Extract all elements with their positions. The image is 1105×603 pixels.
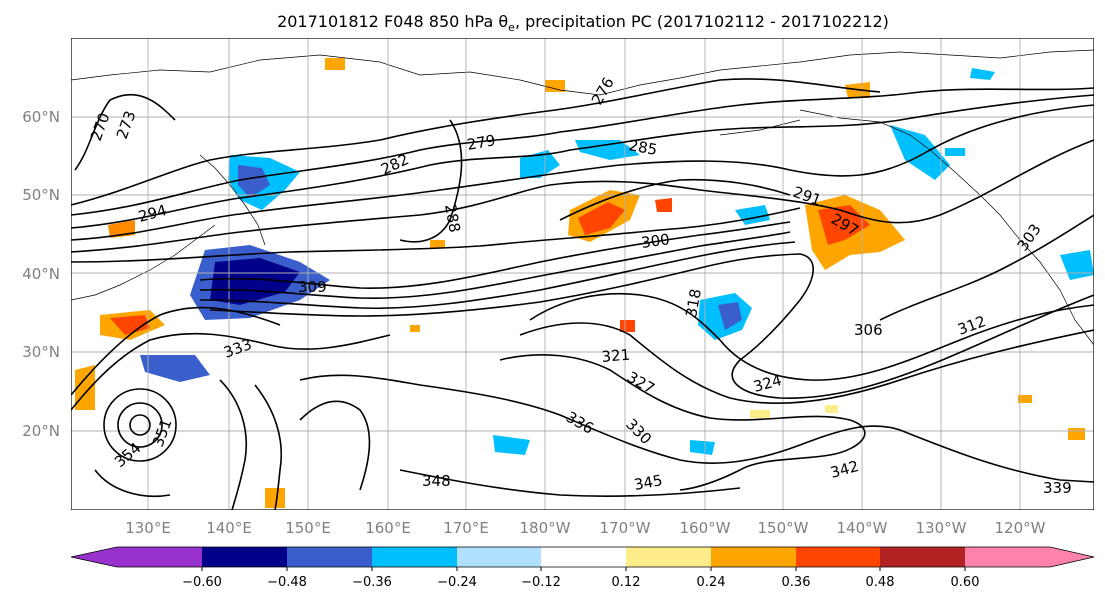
- colorbar-bin: [965, 547, 1050, 567]
- gridlines: [71, 38, 1094, 510]
- svg-text:130°W: 130°W: [916, 519, 967, 537]
- svg-text:348: 348: [422, 472, 451, 490]
- svg-text:285: 285: [627, 136, 658, 159]
- colorbar-bin: [711, 547, 796, 567]
- svg-text:30°N: 30°N: [22, 343, 60, 361]
- svg-text:345: 345: [633, 471, 664, 494]
- svg-text:20°N: 20°N: [22, 422, 60, 440]
- colorbar-bin: [796, 547, 880, 567]
- svg-text:318: 318: [682, 287, 705, 318]
- svg-text:170°W: 170°W: [600, 519, 651, 537]
- svg-text:150°E: 150°E: [285, 519, 331, 537]
- svg-text:120°W: 120°W: [995, 519, 1046, 537]
- colorbar-bin: [287, 547, 372, 567]
- svg-text:160°E: 160°E: [365, 519, 411, 537]
- svg-text:180°W: 180°W: [520, 519, 571, 537]
- svg-text:321: 321: [601, 346, 631, 366]
- colorbar-bin: [541, 547, 626, 567]
- longitude-labels: 130°E 140°E 150°E 160°E 170°E 180°W 170°…: [125, 519, 1045, 537]
- svg-text:288: 288: [441, 203, 464, 234]
- svg-text:−0.36: −0.36: [352, 575, 392, 590]
- colorbar-over-arrow: [1050, 547, 1094, 567]
- colorbar-bin: [880, 547, 965, 567]
- colorbar-bin: [626, 547, 711, 567]
- svg-text:309: 309: [298, 278, 327, 296]
- svg-text:150°W: 150°W: [758, 519, 809, 537]
- svg-text:339: 339: [1043, 479, 1072, 497]
- colorbar-ticks: −0.60 −0.48 −0.36 −0.24 −0.12 0.12 0.24 …: [182, 567, 979, 590]
- colorbar-under-arrow: [71, 547, 117, 567]
- map-title: 2017101812 F048 850 hPa θe, precipitatio…: [277, 12, 889, 34]
- latitude-labels: 60°N 50°N 40°N 30°N 20°N: [22, 108, 60, 440]
- svg-text:−0.60: −0.60: [182, 575, 222, 590]
- svg-text:0.24: 0.24: [697, 575, 726, 590]
- colorbar-bin: [117, 547, 202, 567]
- svg-text:279: 279: [466, 131, 497, 154]
- svg-text:0.36: 0.36: [782, 575, 811, 590]
- colorbar-bin: [372, 547, 457, 567]
- svg-text:160°W: 160°W: [680, 519, 731, 537]
- svg-text:300: 300: [640, 230, 671, 252]
- svg-text:50°N: 50°N: [22, 186, 60, 204]
- svg-text:−0.12: −0.12: [521, 575, 561, 590]
- svg-text:60°N: 60°N: [22, 108, 60, 126]
- svg-text:140°W: 140°W: [837, 519, 888, 537]
- svg-text:170°E: 170°E: [443, 519, 489, 537]
- colorbar-bin: [202, 547, 287, 567]
- svg-text:40°N: 40°N: [22, 265, 60, 283]
- svg-text:306: 306: [854, 321, 883, 339]
- colorbar: −0.60 −0.48 −0.36 −0.24 −0.12 0.12 0.24 …: [70, 546, 1095, 590]
- svg-text:0.12: 0.12: [612, 575, 641, 590]
- theta-e-contours: [71, 78, 1094, 510]
- svg-text:0.60: 0.60: [951, 575, 980, 590]
- svg-text:130°E: 130°E: [125, 519, 171, 537]
- svg-text:0.48: 0.48: [866, 575, 895, 590]
- svg-text:140°E: 140°E: [206, 519, 252, 537]
- map-panel: 270 273 279 282 285 288 291 294 297 300 …: [71, 38, 1094, 510]
- colorbar-bin: [457, 547, 541, 567]
- svg-text:−0.24: −0.24: [437, 575, 477, 590]
- svg-text:−0.48: −0.48: [267, 575, 307, 590]
